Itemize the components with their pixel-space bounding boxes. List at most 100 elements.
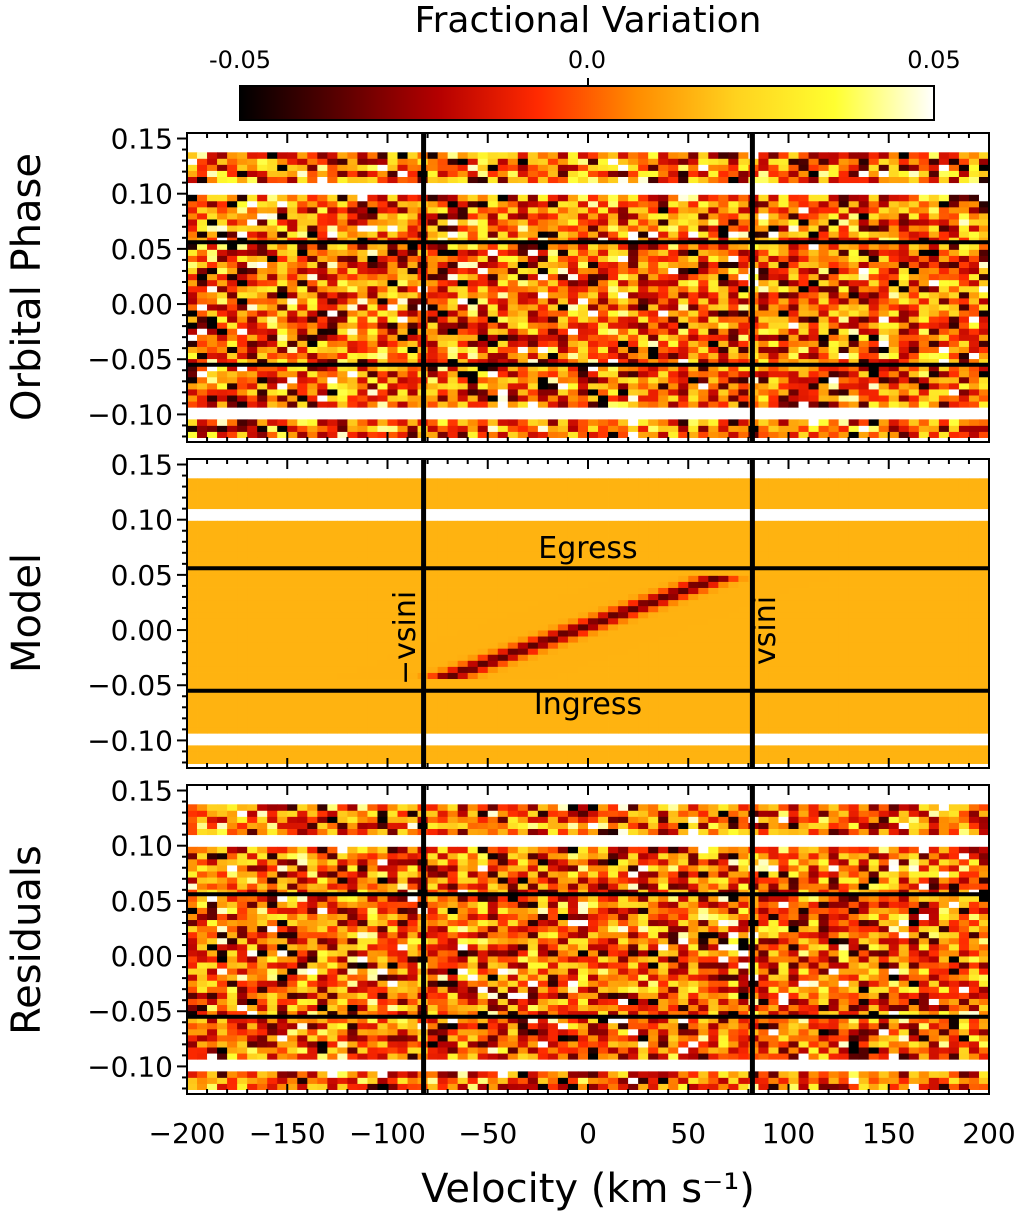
heatmap-cell [497, 273, 509, 281]
heatmap-cell [798, 358, 809, 366]
heatmap-cell [698, 267, 709, 275]
heatmap-cell [618, 206, 629, 214]
heatmap-cell [898, 279, 910, 287]
heatmap-cell [948, 310, 960, 317]
heatmap-cell [798, 273, 809, 281]
heatmap-cell [447, 249, 459, 256]
heatmap-cell [848, 708, 860, 716]
heatmap-cell [808, 708, 819, 716]
heatmap-cell [618, 389, 629, 396]
heatmap-cell [648, 225, 659, 232]
heatmap-cell [247, 219, 258, 226]
heatmap-cell [858, 395, 870, 402]
heatmap-cell [487, 231, 499, 238]
heatmap-cell [337, 660, 348, 667]
heatmap-cell [487, 310, 499, 317]
heatmap-cell [688, 334, 699, 341]
heatmap-cell [958, 255, 970, 262]
heatmap-cell [567, 666, 579, 673]
heatmap-cell [808, 285, 819, 293]
heatmap-cell [618, 370, 629, 378]
heatmap-cell [257, 648, 268, 655]
heatmap-cell [758, 660, 769, 667]
heatmap-cell [888, 757, 900, 764]
heatmap-cell [628, 219, 639, 226]
heatmap-cell [588, 727, 599, 734]
heatmap-cell [708, 364, 719, 372]
heatmap-cell [628, 672, 639, 680]
heatmap-cell [618, 690, 629, 698]
heatmap-cell [327, 352, 338, 360]
heatmap-cell [237, 660, 248, 667]
heatmap-cell [237, 158, 248, 165]
heatmap-cell [247, 231, 258, 238]
heatmap-cell [227, 389, 238, 396]
heatmap-cell [507, 297, 519, 305]
heatmap-cell [397, 291, 408, 299]
heatmap-cell [978, 425, 989, 432]
heatmap-cell [297, 176, 308, 184]
heatmap-cell [227, 158, 238, 165]
heatmap-cell [397, 279, 408, 287]
heatmap-cell [788, 672, 799, 680]
heatmap-cell [708, 158, 719, 165]
heatmap-cell [217, 206, 228, 214]
heatmap-cell [768, 206, 779, 214]
heatmap-cell [257, 642, 268, 649]
heatmap-cell [858, 328, 870, 335]
heatmap-cell [187, 334, 198, 341]
heatmap-cell [267, 285, 278, 293]
heatmap-cell [517, 660, 529, 667]
heatmap-cell [537, 684, 549, 692]
heatmap-cell [938, 696, 950, 704]
heatmap-cell [497, 194, 509, 202]
heatmap-cell [618, 654, 629, 661]
heatmap-cell [327, 364, 338, 372]
heatmap-cell [457, 255, 469, 262]
heatmap-cell [928, 334, 940, 341]
heatmap-cell [778, 243, 789, 250]
heatmap-cell [307, 672, 318, 680]
heatmap-cell [658, 648, 669, 655]
heatmap-cell [477, 352, 489, 360]
heatmap-cell [347, 431, 358, 438]
heatmap-cell [768, 715, 779, 722]
heatmap-cell [197, 745, 208, 752]
heatmap-cell [818, 425, 829, 432]
heatmap-cell [818, 751, 829, 758]
heatmap-cell [537, 721, 549, 728]
heatmap-cell [758, 170, 769, 177]
heatmap-cell [207, 358, 218, 366]
heatmap-cell [387, 170, 398, 177]
heatmap-cell [207, 660, 218, 667]
heatmap-cell [217, 352, 228, 360]
heatmap-cell [908, 672, 920, 680]
heatmap-cell [708, 340, 719, 347]
heatmap-cell [397, 152, 408, 159]
heatmap-cell [467, 702, 479, 710]
heatmap-cell [427, 395, 439, 402]
heatmap-cell [477, 672, 489, 680]
heatmap-cell [698, 727, 709, 734]
heatmap-cell [598, 431, 609, 438]
heatmap-cell [588, 672, 599, 680]
heatmap-cell [828, 279, 840, 287]
heatmap-cell [407, 200, 418, 208]
heatmap-cell [257, 672, 268, 680]
heatmap-cell [878, 297, 890, 305]
heatmap-cell [798, 328, 809, 335]
heatmap-cell [858, 690, 870, 698]
heatmap-cell [557, 267, 569, 275]
heatmap-cell [337, 231, 348, 238]
heatmap-cell [678, 273, 689, 281]
heatmap-cell [287, 696, 298, 704]
heatmap-cell [287, 291, 298, 299]
heatmap-cell [407, 176, 418, 184]
heatmap-cell [848, 297, 860, 305]
heatmap-cell [818, 200, 829, 208]
heatmap-cell [928, 158, 940, 165]
heatmap-cell [618, 170, 629, 177]
heatmap-cell [257, 231, 268, 238]
heatmap-cell [838, 267, 850, 275]
heatmap-cell [678, 425, 689, 432]
